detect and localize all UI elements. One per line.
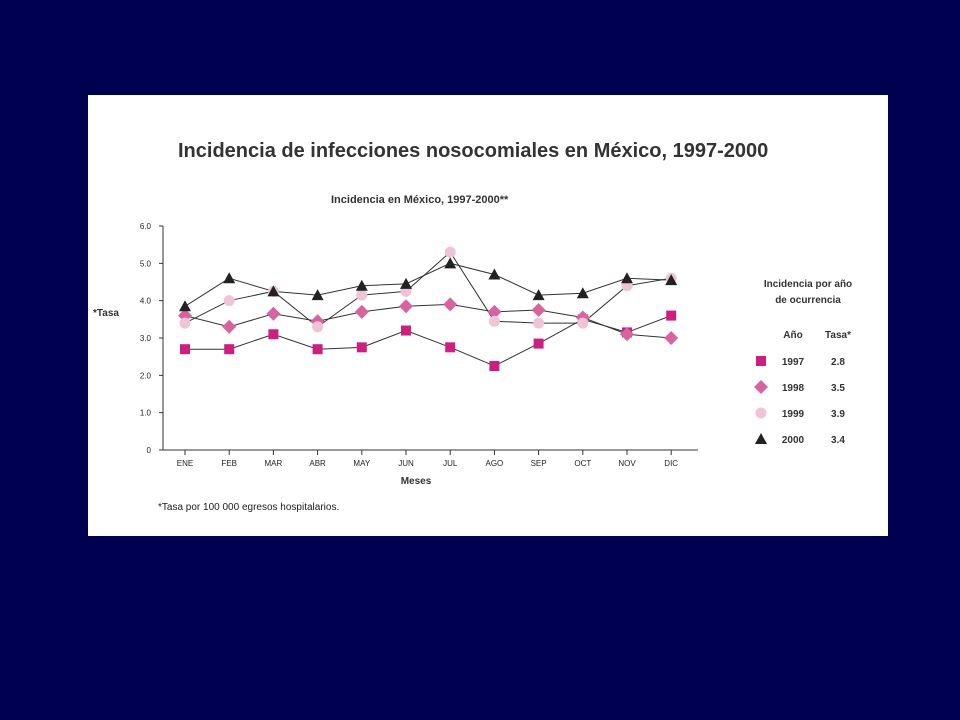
data-point-1998 — [531, 303, 546, 317]
y-tick-label: 5.0 — [140, 259, 152, 268]
data-point-1997 — [268, 329, 279, 340]
data-point-1997 — [445, 342, 456, 353]
data-point-1999 — [356, 289, 368, 301]
y-tick-label: 6.0 — [140, 222, 152, 231]
x-tick-label: JUL — [443, 459, 458, 468]
data-point-2000 — [532, 289, 545, 301]
legend-col-rate: Tasa* — [825, 330, 851, 341]
legend-rate: 3.4 — [831, 435, 845, 446]
legend-year: 1998 — [782, 383, 805, 394]
y-tick-label: 1.0 — [140, 409, 152, 418]
x-tick-label: DIC — [664, 459, 678, 468]
data-point-2000 — [311, 289, 324, 301]
legend-rate: 3.5 — [831, 383, 845, 394]
data-point-1997 — [312, 344, 323, 355]
legend-year: 1999 — [782, 409, 805, 420]
data-point-1999 — [488, 315, 500, 327]
data-point-1997 — [356, 342, 367, 353]
x-tick-label: NOV — [618, 459, 636, 468]
data-point-1998 — [620, 327, 634, 342]
x-tick-label: ABR — [309, 459, 326, 468]
legend-col-year: Año — [783, 330, 802, 341]
series-markers — [178, 246, 679, 371]
x-tick-label: AGO — [486, 459, 504, 468]
data-point-1999 — [179, 317, 191, 329]
data-point-2000 — [400, 277, 412, 289]
series-line-1997 — [185, 315, 672, 367]
y-tick-label: 0 — [147, 446, 152, 455]
chart-panel: Incidencia de infecciones nosocomiales e… — [88, 95, 888, 536]
line-chart: Incidencia de infecciones nosocomiales e… — [93, 140, 852, 513]
x-tick-label: ENE — [177, 459, 193, 468]
data-point-1997 — [666, 310, 677, 321]
legend-title-line2: de ocurrencia — [775, 295, 841, 306]
data-point-2000 — [267, 285, 280, 297]
data-point-1998 — [354, 304, 369, 319]
data-point-1999 — [577, 317, 589, 329]
y-tick-label: 2.0 — [140, 371, 152, 380]
data-point-1998 — [575, 310, 590, 325]
data-point-1999 — [444, 246, 456, 258]
data-point-1998 — [443, 297, 458, 312]
chart-title: Incidencia de infecciones nosocomiales e… — [178, 140, 768, 162]
data-point-2000 — [179, 300, 191, 312]
footnote: *Tasa por 100 000 egresos hospitalarios. — [158, 502, 339, 513]
data-point-2000 — [488, 268, 501, 280]
data-point-1999 — [223, 295, 235, 307]
data-point-1997 — [489, 361, 500, 371]
legend-rate: 3.9 — [831, 409, 845, 420]
data-point-1998 — [222, 319, 237, 334]
data-point-1997 — [180, 344, 190, 355]
data-point-2000 — [621, 272, 633, 284]
chart-subtitle: Incidencia en México, 1997-2000** — [331, 194, 509, 206]
series-line-1998 — [184, 303, 672, 339]
data-point-2000 — [576, 287, 589, 299]
legend-title-line1: Incidencia por año — [764, 279, 852, 290]
legend-marker-1999 — [755, 407, 767, 419]
legend-year: 2000 — [782, 435, 805, 446]
data-point-1997 — [224, 344, 235, 355]
data-point-1999 — [312, 321, 324, 333]
x-tick-label: SEP — [531, 459, 547, 468]
x-tick-label: JUN — [398, 459, 414, 468]
x-tick-label: FEB — [221, 459, 237, 468]
data-point-1998 — [399, 299, 413, 314]
data-point-2000 — [223, 272, 236, 284]
y-tick-label: 4.0 — [140, 297, 152, 306]
data-point-1999 — [533, 317, 545, 329]
legend-year: 1997 — [782, 357, 805, 368]
legend-marker-1998 — [754, 380, 768, 394]
y-tick-label: 3.0 — [140, 334, 152, 343]
series-line-1999 — [184, 251, 672, 328]
data-point-2000 — [444, 257, 457, 269]
legend-marker-2000 — [755, 433, 767, 444]
y-axis-label: *Tasa — [93, 308, 119, 319]
x-tick-label: MAY — [353, 459, 370, 468]
data-point-1997 — [401, 325, 411, 336]
legend-marker-1997 — [756, 356, 766, 366]
x-tick-label: MAR — [265, 459, 283, 468]
series-lines — [184, 251, 672, 367]
axes: 0 1.0 2.0 3.0 4.0 5.0 6.0 ENE FEB MAR ABR MAY JUN JUL… — [140, 222, 698, 468]
x-tick-label: OCT — [574, 459, 591, 468]
data-point-1998 — [266, 306, 281, 321]
legend: Incidencia por año de ocurrencia Año Tas… — [754, 279, 852, 446]
data-point-1997 — [533, 338, 544, 349]
data-point-2000 — [355, 279, 368, 291]
data-point-2000 — [665, 274, 678, 286]
data-point-1998 — [664, 331, 679, 345]
legend-rate: 2.8 — [831, 357, 845, 368]
data-point-1998 — [487, 304, 502, 319]
x-axis-label: Meses — [401, 476, 432, 487]
series-line-2000 — [184, 262, 672, 307]
data-point-1998 — [310, 314, 325, 329]
